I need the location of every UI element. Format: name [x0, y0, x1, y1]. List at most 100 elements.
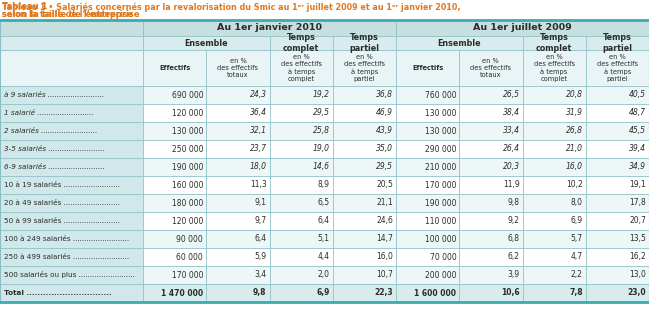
Bar — [143, 212, 206, 230]
Bar — [459, 176, 522, 194]
Bar — [269, 122, 333, 140]
Text: 10,7: 10,7 — [376, 271, 393, 279]
Bar — [206, 140, 269, 158]
Text: 10 à 19 salariés .........................: 10 à 19 salariés .......................… — [4, 182, 120, 188]
Text: 29,5: 29,5 — [376, 162, 393, 172]
Bar — [396, 248, 459, 266]
Bar — [459, 158, 522, 176]
Bar — [522, 266, 586, 284]
Bar — [143, 266, 206, 284]
Bar — [206, 158, 269, 176]
Bar — [586, 86, 649, 104]
Text: 210 000: 210 000 — [425, 162, 456, 172]
Bar — [522, 194, 586, 212]
Text: 130 000: 130 000 — [424, 109, 456, 117]
Text: 23,7: 23,7 — [249, 145, 267, 154]
Bar — [586, 36, 649, 50]
Text: 110 000: 110 000 — [425, 216, 456, 226]
Text: 3-5 salariés .........................: 3-5 salariés ......................... — [4, 146, 104, 152]
Text: 2,2: 2,2 — [571, 271, 583, 279]
Text: 3,9: 3,9 — [508, 271, 519, 279]
Bar — [269, 140, 333, 158]
Bar — [143, 104, 206, 122]
Bar — [143, 20, 396, 36]
Text: 43,9: 43,9 — [376, 127, 393, 135]
Text: Tableau 1: Tableau 1 — [2, 2, 51, 11]
Bar — [333, 266, 396, 284]
Bar — [396, 104, 459, 122]
Bar — [459, 140, 522, 158]
Text: Au 1er juillet 2009: Au 1er juillet 2009 — [473, 24, 572, 32]
Bar — [269, 230, 333, 248]
Text: 6,9: 6,9 — [316, 289, 330, 297]
Bar — [586, 230, 649, 248]
Text: 60 000: 60 000 — [177, 253, 203, 261]
Bar — [206, 122, 269, 140]
Bar — [522, 212, 586, 230]
Text: en %
des effectifs
totaux: en % des effectifs totaux — [217, 58, 258, 78]
Text: 25,8: 25,8 — [313, 127, 330, 135]
Text: 26,8: 26,8 — [566, 127, 583, 135]
Text: 290 000: 290 000 — [424, 145, 456, 154]
Bar — [333, 230, 396, 248]
Bar — [0, 50, 143, 86]
Text: 21,1: 21,1 — [376, 198, 393, 208]
Bar — [586, 194, 649, 212]
Bar — [522, 86, 586, 104]
Text: 36,4: 36,4 — [249, 109, 267, 117]
Bar — [396, 50, 459, 86]
Bar — [0, 212, 143, 230]
Text: 190 000: 190 000 — [172, 162, 203, 172]
Text: 40,5: 40,5 — [629, 91, 646, 99]
Text: 24,3: 24,3 — [249, 91, 267, 99]
Text: 11,3: 11,3 — [250, 180, 267, 190]
Bar — [0, 104, 143, 122]
Text: 5,1: 5,1 — [318, 235, 330, 243]
Text: 34,9: 34,9 — [629, 162, 646, 172]
Bar — [0, 158, 143, 176]
Text: 4,4: 4,4 — [317, 253, 330, 261]
Text: 8,9: 8,9 — [318, 180, 330, 190]
Bar — [206, 266, 269, 284]
Text: 21,0: 21,0 — [566, 145, 583, 154]
Bar — [269, 212, 333, 230]
Bar — [0, 20, 649, 302]
Text: 190 000: 190 000 — [424, 198, 456, 208]
Text: 31,9: 31,9 — [566, 109, 583, 117]
Text: 100 000: 100 000 — [424, 235, 456, 243]
Text: 6,8: 6,8 — [508, 235, 519, 243]
Text: 6,2: 6,2 — [508, 253, 519, 261]
Bar — [586, 104, 649, 122]
Bar — [143, 194, 206, 212]
Text: 11,9: 11,9 — [503, 180, 519, 190]
Text: 19,2: 19,2 — [313, 91, 330, 99]
Text: 760 000: 760 000 — [424, 91, 456, 99]
Bar — [269, 248, 333, 266]
Bar — [206, 248, 269, 266]
Bar — [459, 284, 522, 302]
Bar — [143, 50, 206, 86]
Text: en %
des effectifs
à temps
partiel: en % des effectifs à temps partiel — [344, 54, 385, 82]
Bar — [269, 194, 333, 212]
Text: 46,9: 46,9 — [376, 109, 393, 117]
Text: Ensemble: Ensemble — [437, 38, 481, 48]
Bar — [522, 230, 586, 248]
Text: en %
des effectifs
à temps
complet: en % des effectifs à temps complet — [533, 54, 574, 82]
Bar — [206, 50, 269, 86]
Text: 38,4: 38,4 — [502, 109, 519, 117]
Bar — [0, 176, 143, 194]
Text: 130 000: 130 000 — [424, 127, 456, 135]
Bar — [333, 158, 396, 176]
Bar — [459, 104, 522, 122]
Bar — [586, 122, 649, 140]
Text: 16,2: 16,2 — [630, 253, 646, 261]
Bar — [333, 140, 396, 158]
Text: 32,1: 32,1 — [249, 127, 267, 135]
Bar — [396, 194, 459, 212]
Bar — [206, 284, 269, 302]
Bar — [0, 36, 143, 50]
Text: 7,8: 7,8 — [569, 289, 583, 297]
Text: 500 salariés ou plus .........................: 500 salariés ou plus ...................… — [4, 272, 135, 278]
Bar — [522, 176, 586, 194]
Bar — [333, 194, 396, 212]
